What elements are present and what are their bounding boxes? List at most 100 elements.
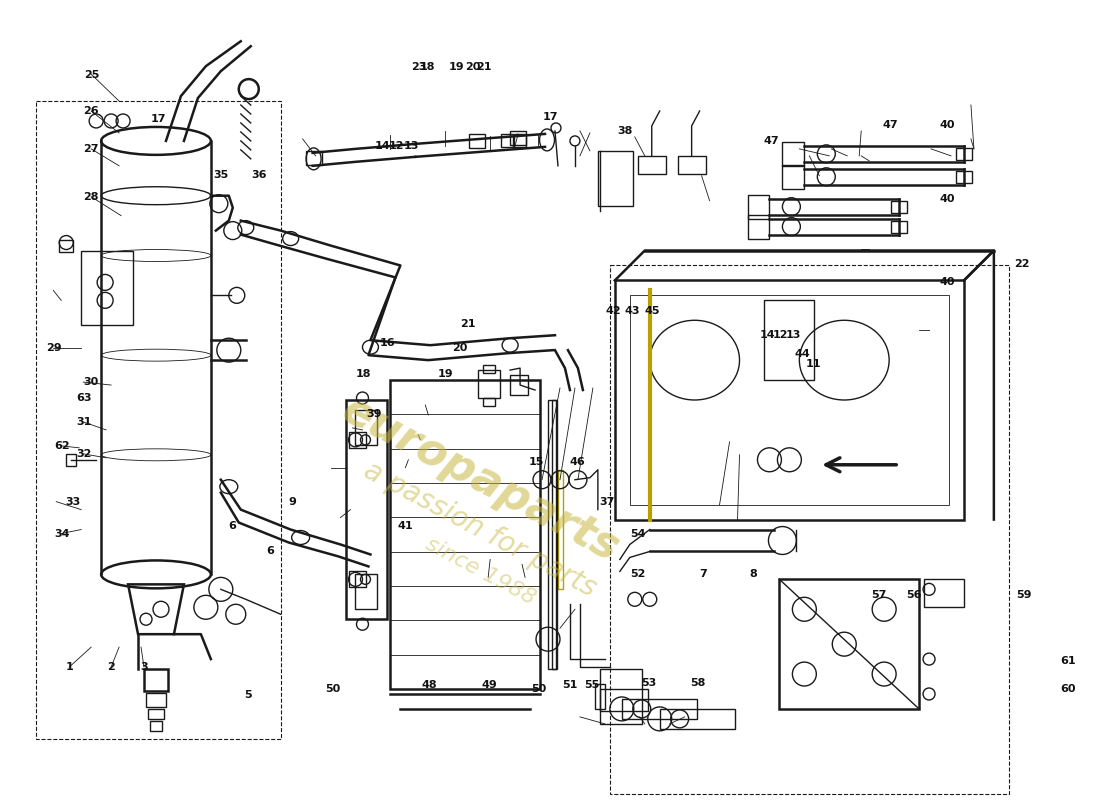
- Text: 12: 12: [388, 142, 404, 151]
- Bar: [470, 134, 485, 148]
- Bar: [483, 398, 495, 406]
- Text: 15: 15: [529, 457, 544, 467]
- Text: 21: 21: [476, 62, 492, 72]
- Bar: [621, 699, 696, 719]
- Text: 43: 43: [625, 306, 640, 316]
- Bar: [615, 281, 964, 519]
- Text: 56: 56: [906, 590, 922, 600]
- Text: 60: 60: [1060, 683, 1076, 694]
- Text: 58: 58: [691, 678, 706, 688]
- Text: 22: 22: [1014, 259, 1030, 270]
- Text: 47: 47: [882, 120, 898, 130]
- Text: 29: 29: [46, 343, 62, 353]
- Text: 45: 45: [645, 306, 660, 316]
- Text: 13: 13: [785, 330, 801, 340]
- Text: 8: 8: [749, 569, 757, 578]
- Bar: [510, 131, 526, 145]
- Bar: [956, 170, 972, 182]
- Text: 53: 53: [641, 678, 657, 688]
- Text: 32: 32: [76, 450, 91, 459]
- Text: 11: 11: [805, 359, 821, 369]
- Text: 51: 51: [562, 681, 578, 690]
- Text: 18: 18: [419, 62, 435, 72]
- Text: 1: 1: [66, 662, 74, 672]
- Text: 16: 16: [379, 338, 395, 347]
- Text: 40: 40: [939, 194, 955, 204]
- Bar: [782, 142, 804, 166]
- Bar: [630, 295, 949, 505]
- Text: 46: 46: [570, 457, 585, 467]
- Bar: [891, 201, 908, 213]
- Text: 17: 17: [151, 114, 166, 124]
- Bar: [891, 221, 908, 233]
- Bar: [924, 579, 964, 607]
- Text: 21: 21: [460, 319, 475, 330]
- Text: 63: 63: [76, 394, 91, 403]
- Bar: [349, 432, 366, 448]
- Bar: [59, 239, 74, 251]
- Text: 52: 52: [630, 569, 646, 578]
- Text: 25: 25: [84, 70, 99, 80]
- Text: 17: 17: [542, 112, 558, 122]
- Text: 44: 44: [794, 349, 811, 358]
- Text: 42: 42: [606, 306, 621, 316]
- Text: 34: 34: [54, 529, 69, 539]
- Text: 41: 41: [397, 521, 412, 531]
- Bar: [956, 148, 972, 160]
- Bar: [514, 134, 526, 147]
- Text: 59: 59: [1016, 590, 1032, 600]
- Bar: [355, 410, 377, 445]
- Bar: [144, 669, 168, 691]
- Bar: [748, 214, 769, 238]
- Bar: [552, 400, 557, 669]
- Bar: [390, 380, 540, 689]
- Text: 38: 38: [617, 126, 632, 135]
- Text: 19: 19: [438, 370, 453, 379]
- Text: 27: 27: [84, 144, 99, 154]
- Text: 40: 40: [939, 120, 955, 130]
- Bar: [502, 134, 513, 147]
- Text: 19: 19: [449, 62, 464, 72]
- Text: 61: 61: [1060, 657, 1076, 666]
- Bar: [660, 709, 735, 729]
- Text: 48: 48: [421, 681, 437, 690]
- Text: 30: 30: [84, 378, 99, 387]
- Text: 55: 55: [584, 681, 600, 690]
- Text: 6: 6: [266, 546, 274, 557]
- Text: 13: 13: [404, 142, 419, 151]
- Bar: [598, 151, 632, 206]
- Text: 20: 20: [465, 62, 481, 72]
- Bar: [748, 194, 769, 218]
- Text: 36: 36: [252, 170, 267, 180]
- Text: 26: 26: [84, 106, 99, 117]
- Text: 12: 12: [772, 330, 789, 340]
- Bar: [558, 470, 563, 590]
- Text: 50: 50: [531, 683, 547, 694]
- Text: a passion for parts: a passion for parts: [360, 456, 601, 602]
- Text: 31: 31: [76, 418, 91, 427]
- Text: 39: 39: [366, 410, 382, 419]
- Text: 33: 33: [65, 497, 80, 507]
- Text: 18: 18: [355, 370, 371, 379]
- Text: 2: 2: [107, 662, 116, 672]
- Text: 7: 7: [700, 569, 707, 578]
- Text: 23: 23: [410, 62, 426, 72]
- Bar: [595, 684, 605, 709]
- Text: 37: 37: [600, 497, 615, 507]
- Text: 35: 35: [213, 170, 229, 180]
- Bar: [782, 165, 804, 189]
- Bar: [148, 709, 164, 719]
- Bar: [81, 250, 133, 326]
- Bar: [478, 370, 500, 398]
- Text: europaparts: europaparts: [334, 389, 626, 571]
- Text: 14: 14: [374, 142, 389, 151]
- Bar: [609, 266, 1009, 794]
- Bar: [600, 689, 648, 711]
- Text: 6: 6: [228, 521, 235, 531]
- Bar: [345, 400, 387, 619]
- Text: 20: 20: [452, 343, 468, 353]
- Text: 54: 54: [630, 529, 646, 539]
- Text: 5: 5: [244, 690, 252, 700]
- Text: 40: 40: [939, 277, 955, 287]
- Text: 62: 62: [54, 442, 69, 451]
